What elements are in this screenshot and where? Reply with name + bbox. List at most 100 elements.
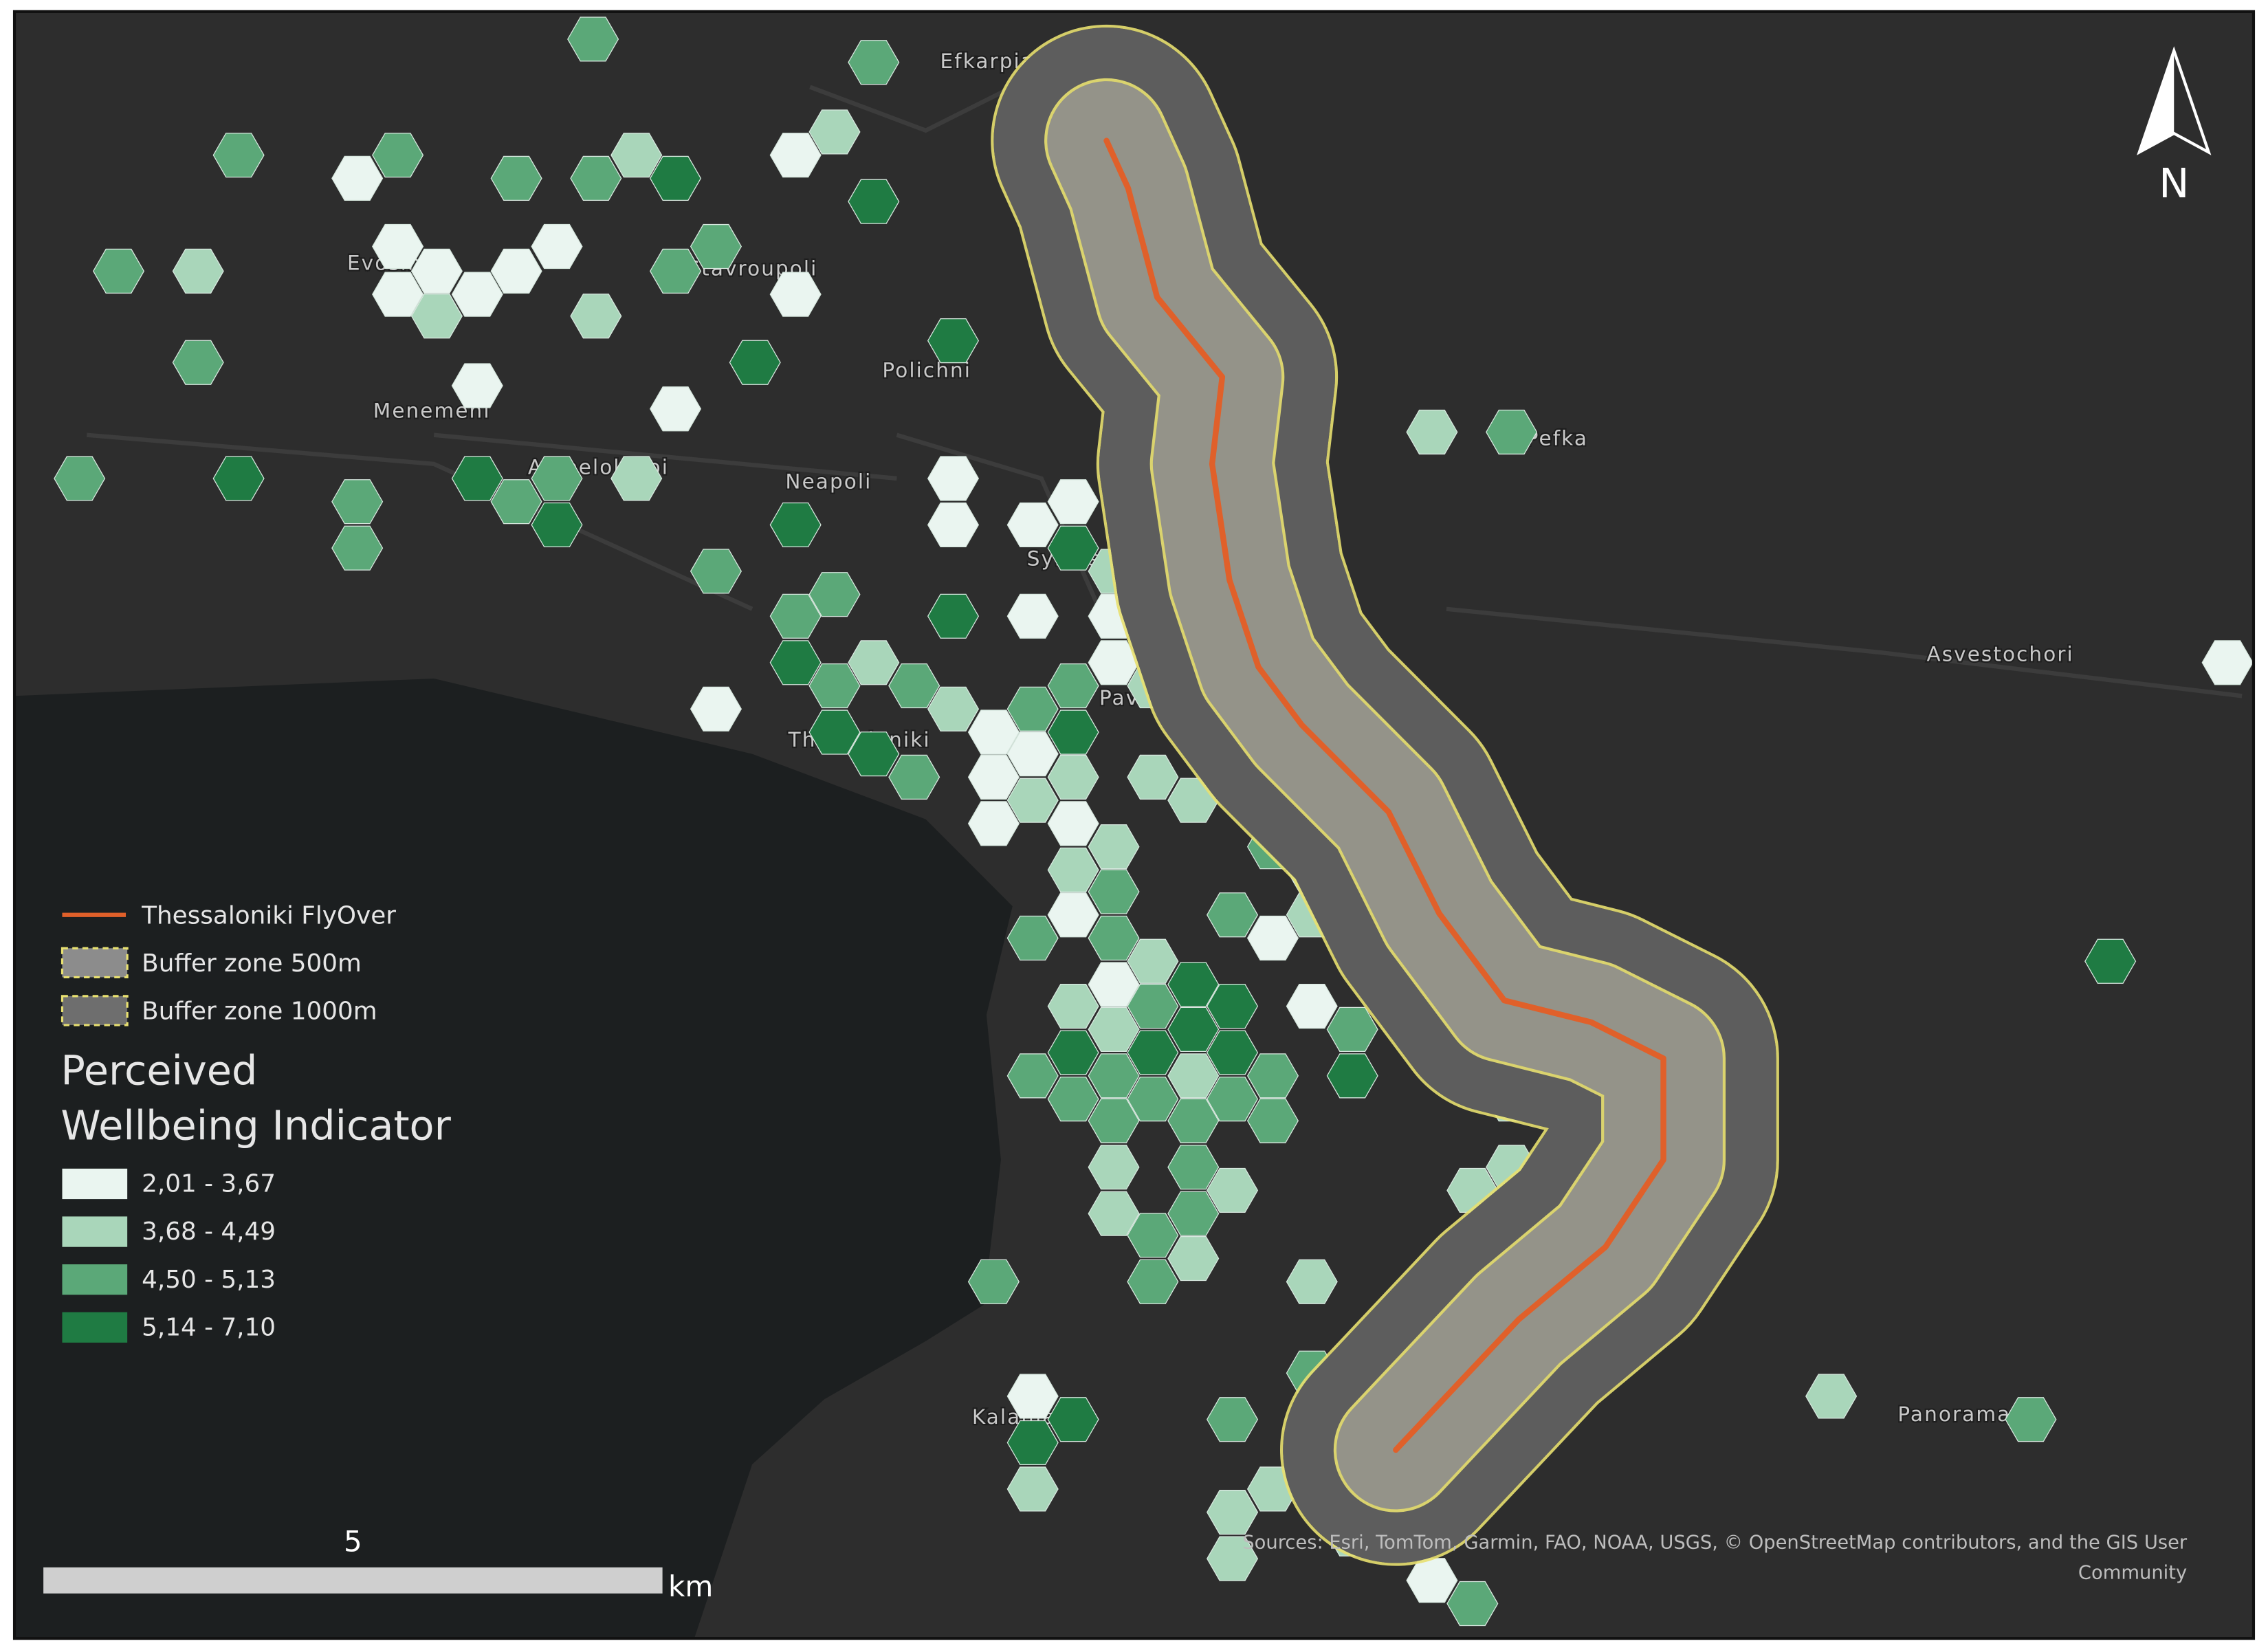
hex-cell bbox=[967, 710, 1020, 755]
hex-cell bbox=[1047, 984, 1099, 1029]
hex-cell bbox=[490, 155, 542, 201]
scale-bar bbox=[43, 1567, 663, 1594]
hex-cell bbox=[1088, 915, 1140, 961]
scale-unit: km bbox=[668, 1570, 713, 1603]
hex-cell bbox=[1088, 640, 1140, 685]
place-label: Panorama bbox=[1897, 1402, 2011, 1426]
hex-cell bbox=[1246, 1053, 1299, 1099]
hex-cell bbox=[1006, 915, 1059, 961]
hex-cell bbox=[1006, 1053, 1059, 1099]
hex-cell bbox=[2084, 938, 2137, 984]
hex-cell bbox=[331, 525, 384, 571]
hex-cell bbox=[1047, 754, 1099, 800]
legend-buffer-swatch bbox=[60, 947, 129, 979]
hex-cell bbox=[1167, 1053, 1220, 1099]
legend-label: Buffer zone 1000m bbox=[142, 998, 377, 1026]
hex-cell bbox=[1088, 869, 1140, 914]
hex-cell bbox=[1047, 1397, 1099, 1442]
hex-cell bbox=[1207, 1030, 1259, 1075]
hex-cell bbox=[531, 456, 583, 501]
hex-cell bbox=[1006, 1374, 1059, 1419]
hex-cell bbox=[1207, 1536, 1259, 1581]
hex-cell bbox=[1127, 754, 1179, 800]
north-label: N bbox=[2159, 160, 2189, 207]
place-label: Asvestochori bbox=[1926, 643, 2073, 666]
hex-cell bbox=[927, 318, 980, 364]
hex-cell bbox=[1446, 1581, 1499, 1627]
roads bbox=[86, 85, 2243, 698]
hex-cell bbox=[1805, 1374, 1858, 1419]
place-label: Neapoli bbox=[785, 470, 872, 494]
hex-cell bbox=[848, 40, 900, 85]
legend-label: 2,01 - 3,67 bbox=[142, 1170, 276, 1198]
hex-cell bbox=[1088, 1191, 1140, 1236]
hex-cell bbox=[1167, 1191, 1220, 1236]
hex-cell bbox=[410, 294, 463, 339]
hex-cell bbox=[1006, 732, 1059, 777]
hex-cell bbox=[1406, 409, 1458, 455]
north-arrow-fill bbox=[2139, 50, 2175, 153]
hex-cell bbox=[690, 686, 742, 732]
hex-cell bbox=[1047, 479, 1099, 525]
hex-cell bbox=[1006, 686, 1059, 732]
sea bbox=[14, 678, 1013, 1639]
hex-cell bbox=[490, 248, 542, 294]
hex-cell bbox=[1047, 663, 1099, 709]
hex-cell bbox=[808, 710, 861, 755]
hex-cell bbox=[1486, 409, 1538, 455]
hex-cell bbox=[927, 456, 980, 501]
hex-cell bbox=[570, 294, 622, 339]
hex-cell bbox=[1088, 1006, 1140, 1052]
hex-cell bbox=[490, 479, 542, 525]
hex-cell bbox=[1047, 710, 1099, 755]
hex-cell bbox=[1047, 892, 1099, 938]
legend-title: Perceived bbox=[60, 1046, 257, 1094]
hex-cell bbox=[610, 456, 663, 501]
hex-cell bbox=[1286, 984, 1338, 1029]
hex-cell bbox=[649, 155, 702, 201]
legend-buffer-swatch bbox=[60, 995, 129, 1026]
place-label: Menemeni bbox=[373, 399, 491, 422]
hex-cell bbox=[1207, 892, 1259, 938]
hex-cell bbox=[769, 272, 822, 317]
hex-cell bbox=[1047, 801, 1099, 846]
hex-cell bbox=[1127, 1030, 1179, 1075]
hex-cell bbox=[1127, 938, 1179, 984]
hex-cell bbox=[967, 1259, 1020, 1304]
hex-cell bbox=[1326, 1053, 1378, 1099]
hex-cell bbox=[808, 572, 861, 617]
hex-cell bbox=[1006, 1466, 1059, 1512]
hex-cell bbox=[927, 686, 980, 732]
hex-cell bbox=[54, 456, 106, 501]
hex-cell bbox=[212, 133, 265, 178]
hex-cell bbox=[172, 248, 224, 294]
hex-cell bbox=[2201, 640, 2254, 685]
hex-cell bbox=[451, 272, 503, 317]
scale-value: 5 bbox=[344, 1525, 362, 1559]
hex-cell bbox=[1006, 778, 1059, 823]
hex-cell bbox=[567, 16, 619, 62]
hex-cell bbox=[1047, 1076, 1099, 1122]
hex-cell bbox=[1167, 1235, 1220, 1282]
hex-cell bbox=[848, 732, 900, 777]
legend-label: 3,68 - 4,49 bbox=[142, 1218, 276, 1246]
place-label: Efkarpia bbox=[940, 50, 1035, 73]
hex-cell bbox=[1088, 962, 1140, 1007]
hex-cell bbox=[1088, 1053, 1140, 1099]
hex-cell bbox=[1286, 1259, 1338, 1304]
hex-cell bbox=[769, 593, 822, 639]
hex-cell bbox=[1088, 1145, 1140, 1190]
place-label: Pefka bbox=[1526, 426, 1588, 450]
legend-class-swatch bbox=[62, 1168, 128, 1200]
hex-cell bbox=[1127, 1259, 1179, 1304]
attribution: Community bbox=[2078, 1563, 2187, 1584]
hex-cell bbox=[1047, 525, 1099, 571]
hex-cell bbox=[1207, 1490, 1259, 1535]
hex-cell bbox=[690, 549, 742, 594]
hex-cell bbox=[1006, 593, 1059, 639]
legend-class-swatch bbox=[62, 1216, 128, 1247]
hex-cell bbox=[690, 223, 742, 270]
hex-cell bbox=[1207, 1076, 1259, 1122]
legend-title: Wellbeing Indicator bbox=[60, 1102, 451, 1150]
hex-cell bbox=[1088, 1098, 1140, 1143]
